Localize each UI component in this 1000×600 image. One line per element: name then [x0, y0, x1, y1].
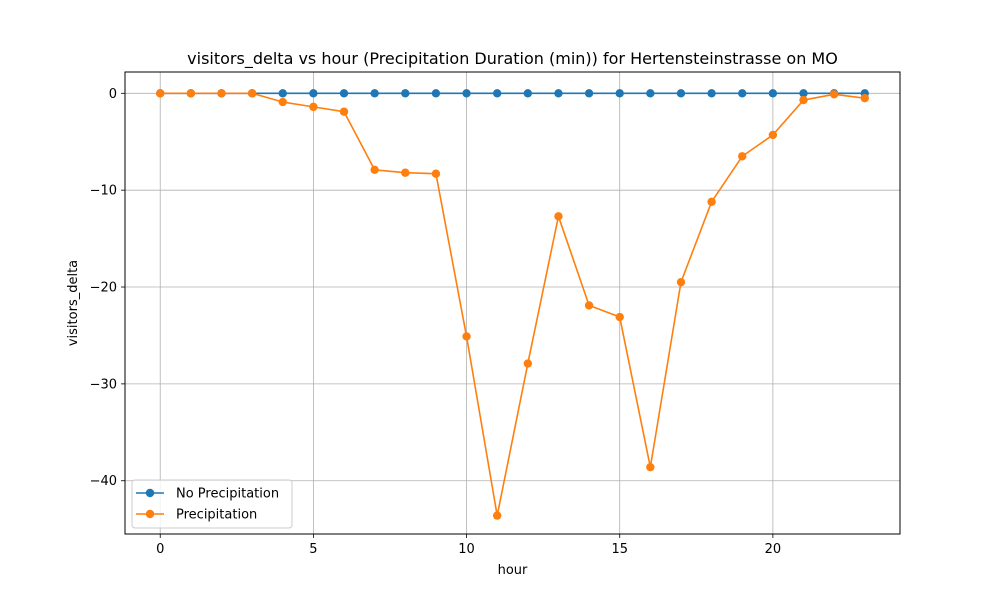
data-point-precipitation — [707, 197, 716, 206]
data-point-no-precipitation — [492, 89, 502, 98]
data-point-precipitation — [615, 312, 624, 322]
chart-title: visitors_delta vs hour (Precipitation Du… — [187, 49, 838, 69]
data-point-precipitation — [431, 169, 441, 178]
legend-label-precipitation: Precipitation — [176, 508, 257, 523]
data-point-no-precipitation — [462, 89, 471, 98]
data-point-precipitation — [799, 95, 808, 105]
data-point-no-precipitation — [431, 89, 441, 98]
data-point-precipitation — [278, 97, 287, 107]
x-tick-label: 20 — [765, 542, 782, 557]
data-point-no-precipitation — [584, 89, 594, 98]
data-point-precipitation — [676, 277, 686, 287]
data-point-no-precipitation — [799, 89, 808, 98]
y-tick-label: −20 — [90, 281, 117, 296]
y-axis: 0 −10 −20 −30 −40 — [90, 87, 125, 489]
data-point-precipitation — [217, 89, 226, 98]
series-no-precipitation — [156, 89, 869, 98]
data-point-no-precipitation — [339, 89, 349, 98]
data-point-no-precipitation — [278, 89, 287, 98]
data-point-no-precipitation — [615, 89, 624, 98]
x-tick-label: 15 — [611, 542, 628, 557]
series-line-precipitation — [160, 92, 865, 517]
series-group — [156, 89, 869, 520]
data-point-no-precipitation — [554, 89, 563, 98]
x-tick-label: 0 — [156, 542, 164, 557]
data-point-precipitation — [523, 359, 533, 368]
data-point-precipitation — [860, 93, 869, 103]
data-point-precipitation — [247, 89, 257, 98]
data-point-precipitation — [768, 130, 778, 140]
x-tick-label: 5 — [309, 542, 317, 557]
data-point-no-precipitation — [370, 89, 379, 98]
data-point-precipitation — [492, 511, 502, 520]
data-point-no-precipitation — [401, 89, 410, 98]
plot-frame — [124, 71, 901, 535]
legend-box — [131, 479, 293, 529]
legend: No Precipitation Precipitation — [131, 479, 293, 529]
legend-label-no-precipitation: No Precipitation — [176, 487, 279, 502]
data-point-precipitation — [646, 462, 655, 472]
y-tick-label: −40 — [90, 474, 117, 489]
series-precipitation — [156, 89, 869, 520]
data-point-precipitation — [462, 332, 471, 341]
data-point-precipitation — [584, 301, 594, 310]
data-point-precipitation — [309, 102, 318, 112]
data-point-no-precipitation — [309, 89, 318, 98]
legend-marker-no-precipitation — [145, 488, 155, 498]
x-axis-label: hour — [498, 563, 528, 578]
x-tick-label: 10 — [458, 542, 475, 557]
data-point-precipitation — [370, 165, 379, 175]
y-tick-label: 0 — [109, 87, 117, 102]
data-point-no-precipitation — [676, 89, 686, 98]
data-point-precipitation — [554, 212, 563, 221]
data-point-precipitation — [738, 152, 747, 161]
legend-marker-precipitation — [145, 509, 155, 519]
data-point-precipitation — [401, 168, 410, 177]
data-point-precipitation — [186, 89, 196, 98]
data-point-no-precipitation — [738, 89, 747, 98]
data-point-precipitation — [156, 89, 165, 98]
x-axis: 0 5 10 15 20 — [156, 534, 781, 557]
data-point-no-precipitation — [523, 89, 533, 98]
data-point-no-precipitation — [768, 89, 778, 98]
data-point-precipitation — [829, 90, 839, 99]
y-tick-label: −30 — [90, 377, 117, 392]
data-point-no-precipitation — [646, 89, 655, 98]
data-point-precipitation — [339, 107, 349, 116]
y-tick-label: −10 — [90, 184, 117, 199]
y-axis-label: visitors_delta — [66, 260, 81, 346]
data-point-no-precipitation — [707, 89, 716, 98]
